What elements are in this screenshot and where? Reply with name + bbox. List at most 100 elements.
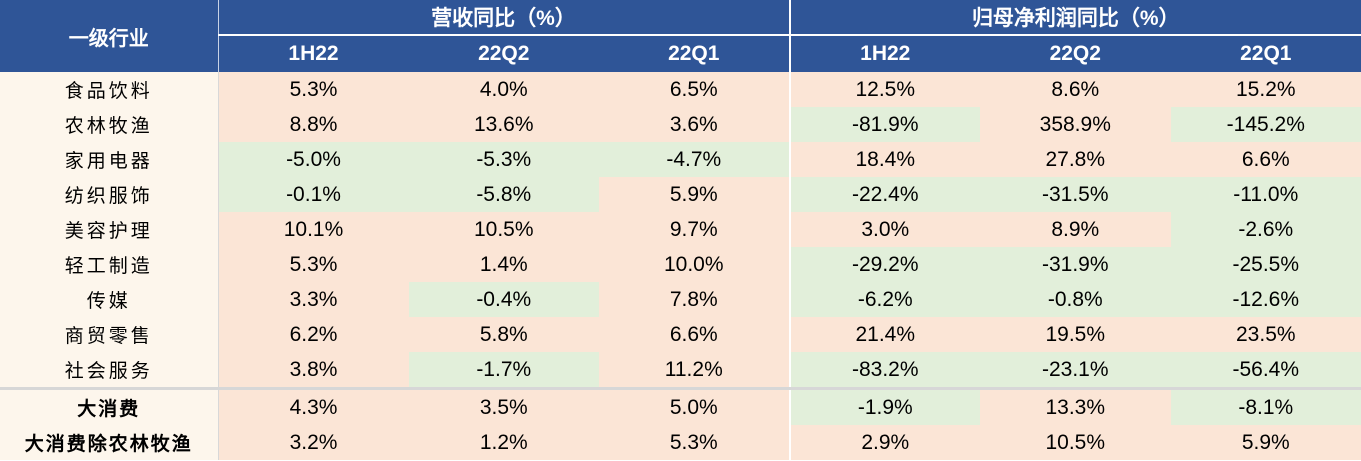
value-cell: 5.3% <box>218 247 409 282</box>
value-cell: 1.2% <box>408 425 599 460</box>
value-cell: 8.8% <box>218 107 409 142</box>
value-cell: 8.9% <box>980 212 1171 247</box>
industry-name-cell: 纺织服饰 <box>0 177 219 212</box>
value-cell: 3.0% <box>789 212 981 247</box>
value-cell: 11.2% <box>599 352 791 389</box>
value-cell: 7.8% <box>599 282 791 317</box>
table-header: 一级行业 营收同比（%） 归母净利润同比（%） 1H22 22Q2 22Q1 1… <box>0 0 1361 72</box>
value-cell: 27.8% <box>980 142 1171 177</box>
value-cell: -22.4% <box>789 177 981 212</box>
value-cell: -11.0% <box>1170 177 1361 212</box>
period-header-profit-1h22: 1H22 <box>789 35 981 72</box>
industry-column-header: 一级行业 <box>0 0 219 72</box>
industry-name-cell: 商贸零售 <box>0 317 219 352</box>
value-cell: 10.0% <box>599 247 791 282</box>
table-row: 商贸零售 6.2% 5.8% 6.6% 21.4% 19.5% 23.5% <box>0 317 1361 352</box>
value-cell: -81.9% <box>789 107 981 142</box>
value-cell: 6.6% <box>1170 142 1361 177</box>
value-cell: -25.5% <box>1170 247 1361 282</box>
value-cell: 5.3% <box>218 72 409 107</box>
industry-name-cell: 传媒 <box>0 282 219 317</box>
table-body: 食品饮料 5.3% 4.0% 6.5% 12.5% 8.6% 15.2% 农林牧渔 8.8% 13… <box>0 72 1361 460</box>
value-cell: 18.4% <box>789 142 981 177</box>
value-cell: 23.5% <box>1170 317 1361 352</box>
value-cell: -6.2% <box>789 282 981 317</box>
value-cell: -56.4% <box>1170 352 1361 389</box>
value-cell: 5.8% <box>408 317 599 352</box>
value-cell: 13.6% <box>408 107 599 142</box>
value-cell: 15.2% <box>1170 72 1361 107</box>
period-header-revenue-22q1: 22Q1 <box>599 35 791 72</box>
value-cell: -12.6% <box>1170 282 1361 317</box>
table-row: 美容护理 10.1% 10.5% 9.7% 3.0% 8.9% -2.6% <box>0 212 1361 247</box>
value-cell: 8.6% <box>980 72 1171 107</box>
value-cell: 1.4% <box>408 247 599 282</box>
value-cell: -0.4% <box>408 282 599 317</box>
header-group-row: 一级行业 营收同比（%） 归母净利润同比（%） <box>0 0 1361 72</box>
revenue-yoy-group-header: 营收同比（%） <box>218 0 791 36</box>
value-cell: 19.5% <box>980 317 1171 352</box>
value-cell: -2.6% <box>1170 212 1361 247</box>
value-cell: -8.1% <box>1170 387 1361 425</box>
industry-name-cell: 家用电器 <box>0 142 219 177</box>
value-cell: 13.3% <box>980 387 1171 425</box>
table-row: 家用电器 -5.0% -5.3% -4.7% 18.4% 27.8% 6.6% <box>0 142 1361 177</box>
summary-row: 大消费 4.3% 3.5% 5.0% -1.9% 13.3% -8.1% <box>0 387 1361 425</box>
value-cell: 4.0% <box>408 72 599 107</box>
industry-name-cell: 农林牧渔 <box>0 107 219 142</box>
value-cell: 3.8% <box>218 352 409 389</box>
value-cell: 12.5% <box>789 72 981 107</box>
value-cell: -5.3% <box>408 142 599 177</box>
table-row: 食品饮料 5.3% 4.0% 6.5% 12.5% 8.6% 15.2% <box>0 72 1361 107</box>
value-cell: -4.7% <box>599 142 791 177</box>
value-cell: -29.2% <box>789 247 981 282</box>
value-cell: -1.7% <box>408 352 599 389</box>
value-cell: 10.5% <box>980 425 1171 460</box>
value-cell: 6.6% <box>599 317 791 352</box>
industry-name-cell: 大消费 <box>0 387 219 425</box>
value-cell: 6.5% <box>599 72 791 107</box>
value-cell: 3.6% <box>599 107 791 142</box>
value-cell: 6.2% <box>218 317 409 352</box>
table-row: 传媒 3.3% -0.4% 7.8% -6.2% -0.8% -12.6% <box>0 282 1361 317</box>
period-header-profit-22q2: 22Q2 <box>980 35 1171 72</box>
value-cell: -5.8% <box>408 177 599 212</box>
period-header-revenue-22q2: 22Q2 <box>408 35 599 72</box>
value-cell: 9.7% <box>599 212 791 247</box>
value-cell: 5.3% <box>599 425 791 460</box>
value-cell: 5.9% <box>599 177 791 212</box>
value-cell: 10.5% <box>408 212 599 247</box>
table-row: 社会服务 3.8% -1.7% 11.2% -83.2% -23.1% -56.4% <box>0 352 1361 389</box>
value-cell: 10.1% <box>218 212 409 247</box>
industry-name-cell: 社会服务 <box>0 352 219 389</box>
value-cell: -83.2% <box>789 352 981 389</box>
table-row: 纺织服饰 -0.1% -5.8% 5.9% -22.4% -31.5% -11.0% <box>0 177 1361 212</box>
value-cell: -1.9% <box>789 387 981 425</box>
value-cell: 4.3% <box>218 387 409 425</box>
value-cell: 358.9% <box>980 107 1171 142</box>
table-row: 轻工制造 5.3% 1.4% 10.0% -29.2% -31.9% -25.5% <box>0 247 1361 282</box>
value-cell: 3.2% <box>218 425 409 460</box>
period-header-profit-22q1: 22Q1 <box>1170 35 1361 72</box>
value-cell: 3.5% <box>408 387 599 425</box>
value-cell: 21.4% <box>789 317 981 352</box>
value-cell: 5.9% <box>1170 425 1361 460</box>
industry-name-cell: 食品饮料 <box>0 72 219 107</box>
period-header-revenue-1h22: 1H22 <box>218 35 409 72</box>
header-period-row: 1H22 22Q2 22Q1 1H22 22Q2 22Q1 <box>0 35 1361 72</box>
industry-name-cell: 轻工制造 <box>0 247 219 282</box>
value-cell: -23.1% <box>980 352 1171 389</box>
value-cell: -31.5% <box>980 177 1171 212</box>
value-cell: -0.1% <box>218 177 409 212</box>
value-cell: 3.3% <box>218 282 409 317</box>
value-cell: 5.0% <box>599 387 791 425</box>
net-profit-yoy-group-header: 归母净利润同比（%） <box>789 0 1361 36</box>
summary-row: 大消费除农林牧渔 3.2% 1.2% 5.3% 2.9% 10.5% 5.9% <box>0 425 1361 460</box>
table-row: 农林牧渔 8.8% 13.6% 3.6% -81.9% 358.9% -145.2% <box>0 107 1361 142</box>
industry-name-cell: 美容护理 <box>0 212 219 247</box>
value-cell: -31.9% <box>980 247 1171 282</box>
value-cell: -145.2% <box>1170 107 1361 142</box>
industry-name-cell: 大消费除农林牧渔 <box>0 425 219 460</box>
value-cell: 2.9% <box>789 425 981 460</box>
